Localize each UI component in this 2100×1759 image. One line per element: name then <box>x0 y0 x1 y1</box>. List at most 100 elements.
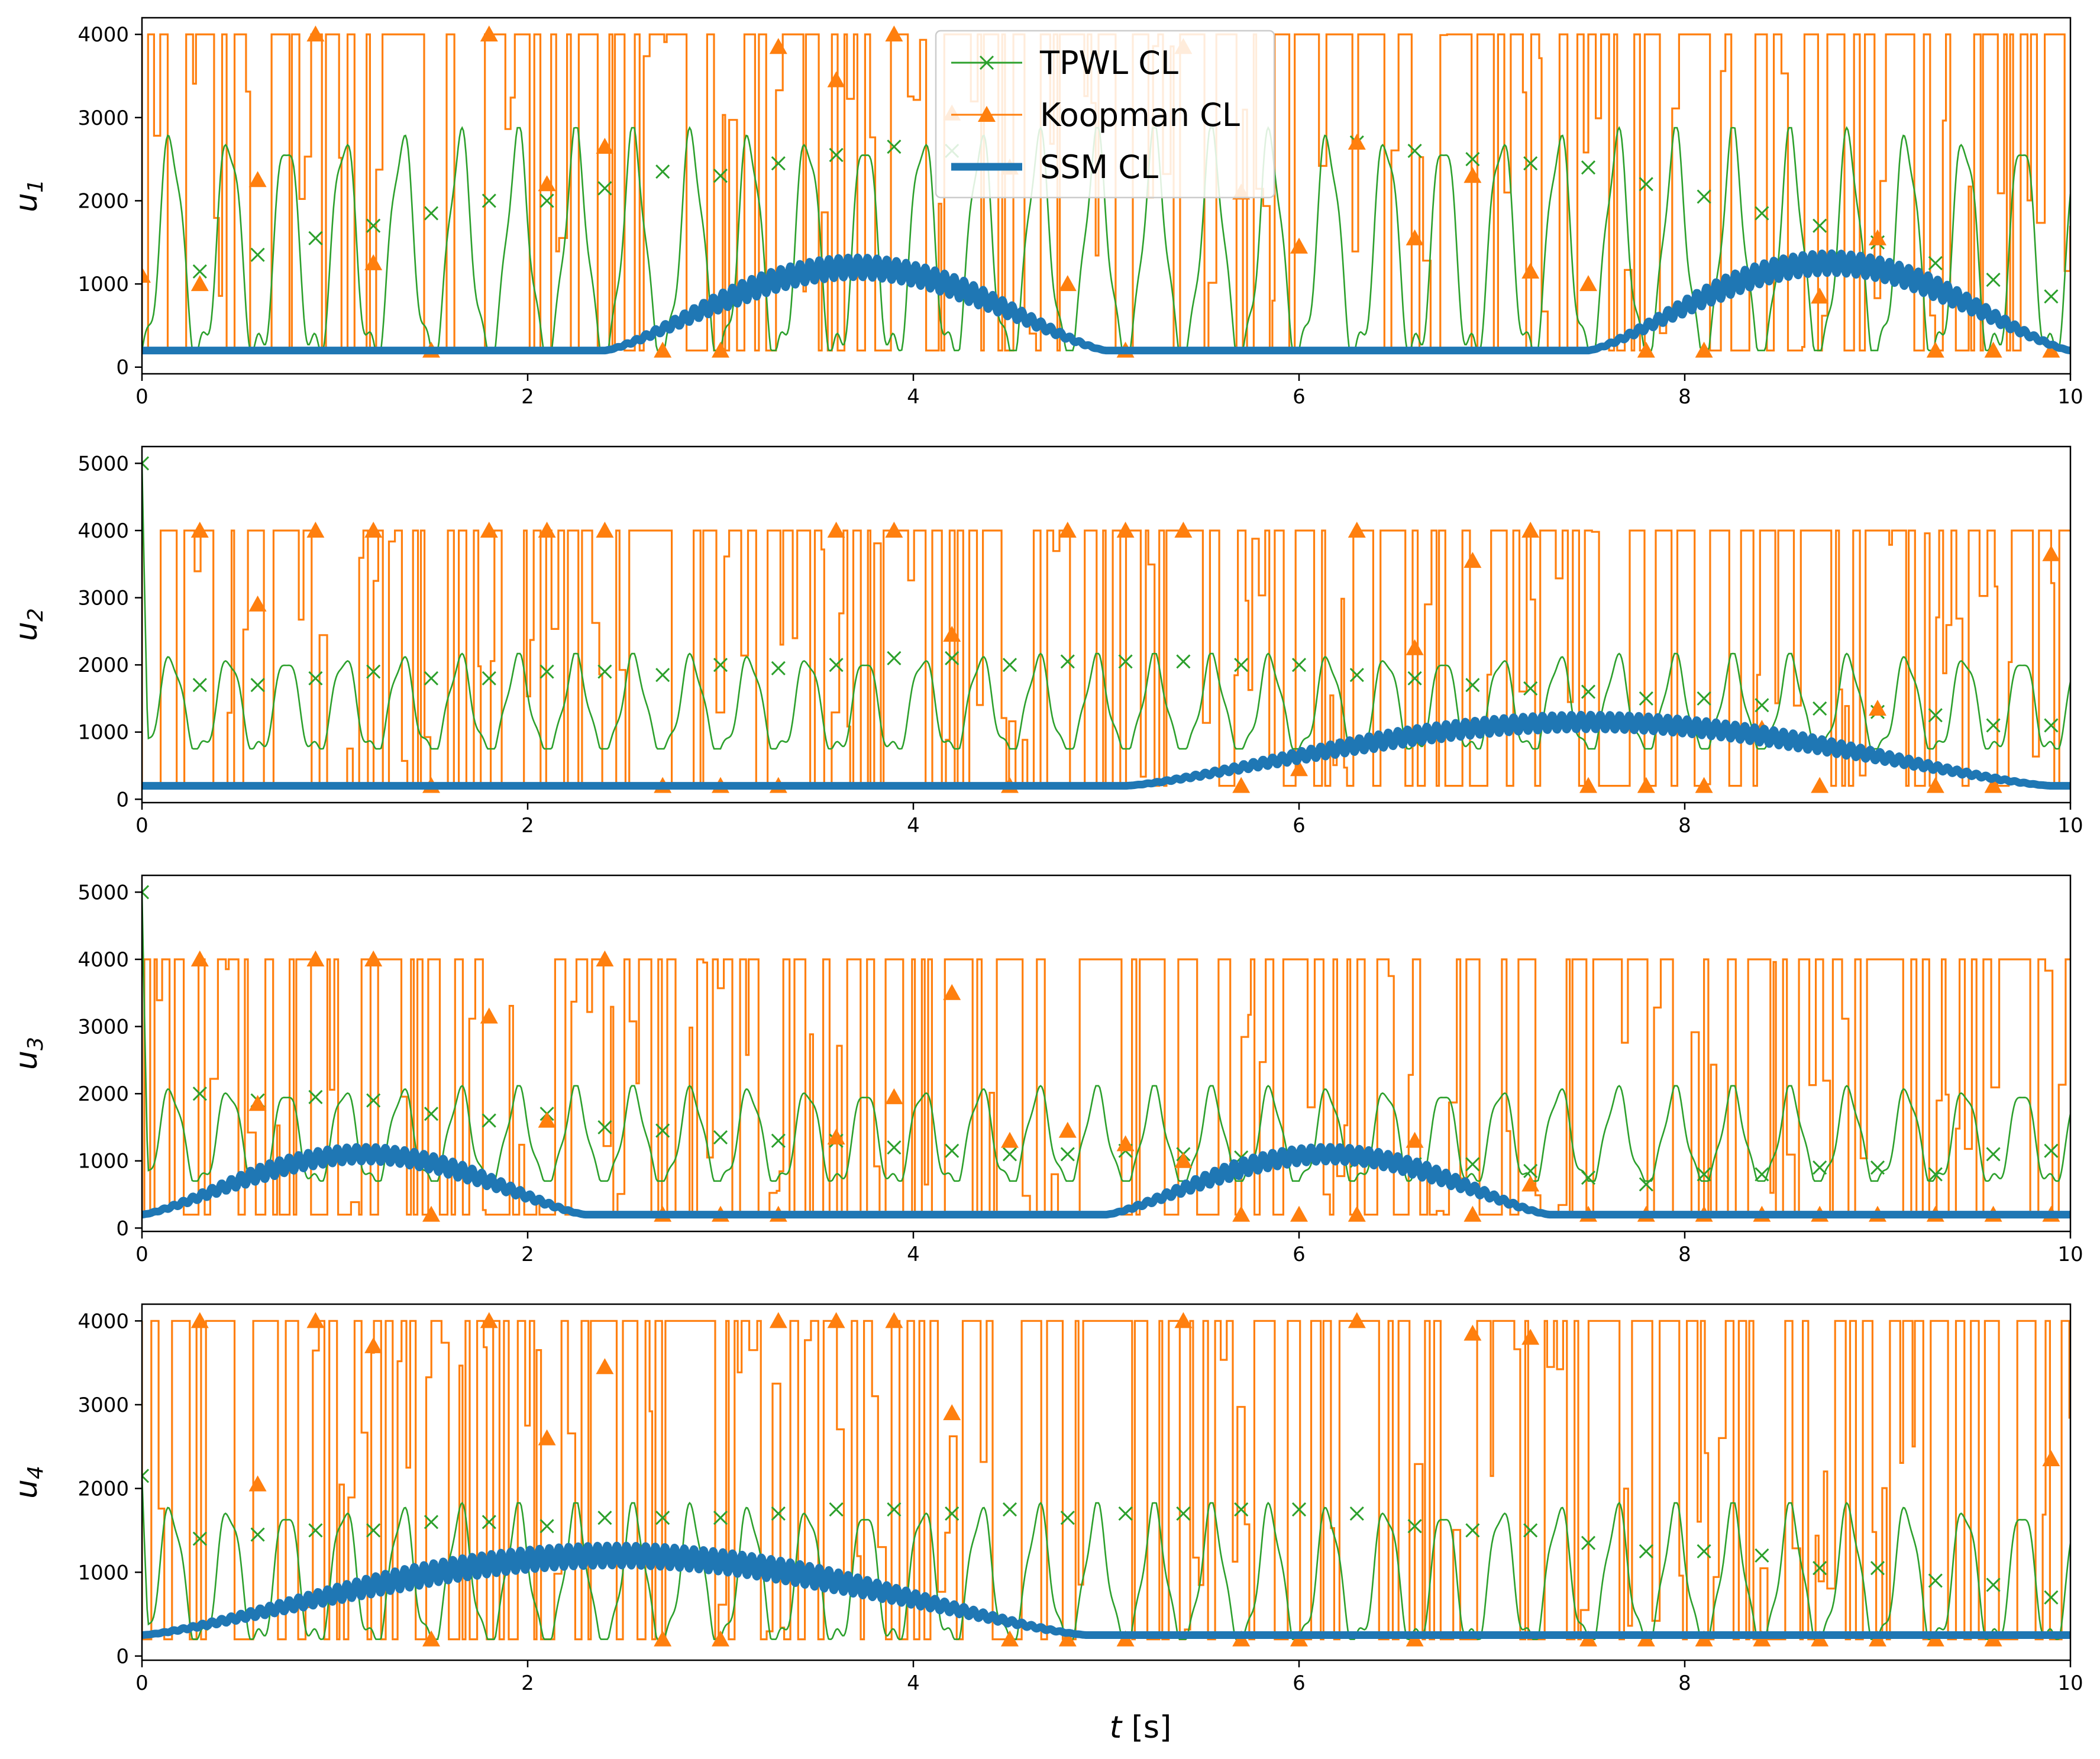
ssm-cl-line-4 <box>142 1541 2070 1639</box>
koopman-cl-marker-4-7 <box>596 1358 614 1375</box>
y-axis-label-base-3: u <box>9 1050 44 1070</box>
tpwl-cl-marker-4-14 <box>945 1506 959 1521</box>
tpwl-cl-marker-2-15 <box>1002 658 1017 672</box>
koopman-cl-marker-1-30 <box>1869 229 1886 245</box>
tpwl-cl-marker-1-4 <box>424 206 439 221</box>
tpwl-cl-marker-2-24 <box>1523 681 1538 696</box>
tpwl-cl-marker-2-21 <box>1349 668 1364 683</box>
tpwl-cl-marker-2-0 <box>142 456 150 471</box>
koopman-cl-marker-1-20 <box>1290 237 1308 254</box>
koopman-cl-marker-2-17 <box>1174 521 1193 538</box>
tpwl-cl-marker-2-20 <box>1291 658 1307 672</box>
koopman-cl-line-3 <box>142 958 2070 1216</box>
subplot-3: 0 2 4 6 8 10 0 1000 2000 3000 4000 5000 u3 <box>9 874 2083 1266</box>
koopman-cl-marker-2-19 <box>1290 760 1308 777</box>
axes-frame-3 <box>141 874 2072 1233</box>
koopman-cl-marker-1-12 <box>827 71 845 88</box>
koopman-cl-marker-2-13 <box>943 626 961 642</box>
legend-marker-0 <box>979 55 994 70</box>
axes-frame-1 <box>141 17 2072 375</box>
tpwl-cl-marker-1-2 <box>308 231 323 245</box>
tpwl-cl-marker-3-32 <box>1986 1147 2001 1162</box>
koopman-cl-marker-1-10 <box>712 341 729 358</box>
y-tick-label-2-3: 3000 <box>77 587 129 610</box>
koopman-cl-marker-4-2 <box>306 1312 325 1328</box>
koopman-cl-marker-1-27 <box>1695 341 1713 358</box>
koopman-cl-marker-1-31 <box>1926 341 1944 358</box>
tpwl-cl-marker-2-1 <box>192 678 207 693</box>
y-axis-label-base-4: u <box>9 1479 44 1499</box>
y-tick-label-4-3: 3000 <box>77 1393 129 1417</box>
y-tick-label-1-0: 0 <box>116 356 129 380</box>
koopman-cl-marker-2-25 <box>1637 777 1655 793</box>
koopman-cl-marker-4-32 <box>2042 1450 2060 1467</box>
x-axis-label-symbol: t <box>1110 1710 1123 1745</box>
tpwl-cl-marker-2-29 <box>1813 701 1827 716</box>
koopman-cl-marker-2-23 <box>1521 521 1540 538</box>
koopman-cl-marker-1-29 <box>1811 287 1829 304</box>
tpwl-cl-marker-4-25 <box>1581 1535 1596 1550</box>
koopman-cl-marker-3-21 <box>1406 1131 1424 1148</box>
y-tick-label-3-5: 5000 <box>77 881 129 904</box>
y-tick-label-1-2: 2000 <box>77 189 129 213</box>
koopman-cl-marker-2-3 <box>364 521 383 538</box>
koopman-cl-marker-4-15 <box>1058 1630 1077 1647</box>
koopman-cl-marker-4-1 <box>248 1475 267 1492</box>
tpwl-cl-marker-3-26 <box>1639 1177 1653 1192</box>
koopman-cl-marker-2-2 <box>306 521 325 538</box>
tpwl-cl-marker-4-18 <box>1176 1506 1191 1521</box>
koopman-cl-marker-1-11 <box>769 38 787 54</box>
plot-area-4 <box>142 1312 2070 1647</box>
tpwl-cl-marker-1-18 <box>1581 160 1596 175</box>
koopman-cl-marker-1-24 <box>1521 262 1540 279</box>
koopman-cl-marker-1-2 <box>248 171 267 187</box>
legend-label-1: Koopman CL <box>1040 96 1240 134</box>
y-axis-label-base-2: u <box>9 622 44 641</box>
tpwl-cl-marker-4-16 <box>1060 1511 1075 1525</box>
koopman-cl-marker-1-33 <box>2042 341 2060 358</box>
legend-label-0: TPWL CL <box>1039 44 1178 82</box>
y-tick-label-3-0: 0 <box>116 1217 129 1240</box>
tpwl-cl-marker-4-5 <box>424 1515 439 1530</box>
tpwl-cl-marker-1-6 <box>539 193 554 208</box>
koopman-cl-marker-2-5 <box>480 521 498 538</box>
koopman-cl-marker-3-16 <box>1116 1135 1135 1152</box>
legend-marker-1 <box>978 106 996 122</box>
tpwl-cl-marker-2-23 <box>1465 678 1480 693</box>
y-axis-label-1: u1 <box>9 179 48 212</box>
koopman-cl-marker-4-13 <box>943 1404 961 1421</box>
koopman-cl-marker-4-20 <box>1348 1312 1366 1328</box>
legend-label-2: SSM CL <box>1040 148 1158 186</box>
koopman-cl-marker-3-0 <box>190 950 209 966</box>
koopman-cl-marker-3-7 <box>596 950 614 966</box>
tpwl-cl-marker-4-19 <box>1234 1502 1249 1517</box>
tpwl-cl-marker-4-17 <box>1118 1506 1133 1521</box>
tpwl-cl-marker-2-2 <box>250 678 265 693</box>
koopman-cl-marker-2-15 <box>1058 521 1077 538</box>
koopman-cl-marker-1-9 <box>654 341 672 358</box>
tpwl-cl-marker-1-5 <box>482 193 496 208</box>
koopman-cl-marker-2-22 <box>1463 552 1482 568</box>
tpwl-cl-marker-3-23 <box>1465 1157 1480 1172</box>
tpwl-cl-marker-4-11 <box>771 1506 786 1521</box>
tpwl-cl-marker-4-30 <box>1870 1561 1885 1576</box>
y-tick-label-2-5: 5000 <box>77 452 129 476</box>
tpwl-cl-marker-4-32 <box>1986 1577 2001 1592</box>
tpwl-cl-marker-3-11 <box>771 1133 786 1148</box>
tpwl-cl-marker-4-12 <box>829 1502 844 1517</box>
koopman-cl-marker-1-6 <box>480 25 498 42</box>
tpwl-cl-marker-3-5 <box>424 1107 439 1121</box>
tpwl-cl-marker-4-33 <box>2044 1590 2059 1605</box>
koopman-cl-marker-2-18 <box>1232 777 1251 793</box>
koopman-cl-marker-1-0 <box>142 267 151 283</box>
koopman-cl-marker-1-4 <box>364 254 383 270</box>
koopman-cl-marker-3-22 <box>1463 1205 1482 1222</box>
y-tick-label-1-3: 3000 <box>77 106 129 130</box>
x-tick-label-4-5: 10 <box>2057 1671 2083 1695</box>
koopman-cl-marker-1-1 <box>190 275 209 292</box>
tpwl-cl-marker-1-0 <box>192 264 207 279</box>
tpwl-cl-marker-3-8 <box>597 1120 612 1135</box>
y-tick-label-1-1: 1000 <box>77 273 129 296</box>
tpwl-cl-marker-2-31 <box>1928 708 1943 723</box>
